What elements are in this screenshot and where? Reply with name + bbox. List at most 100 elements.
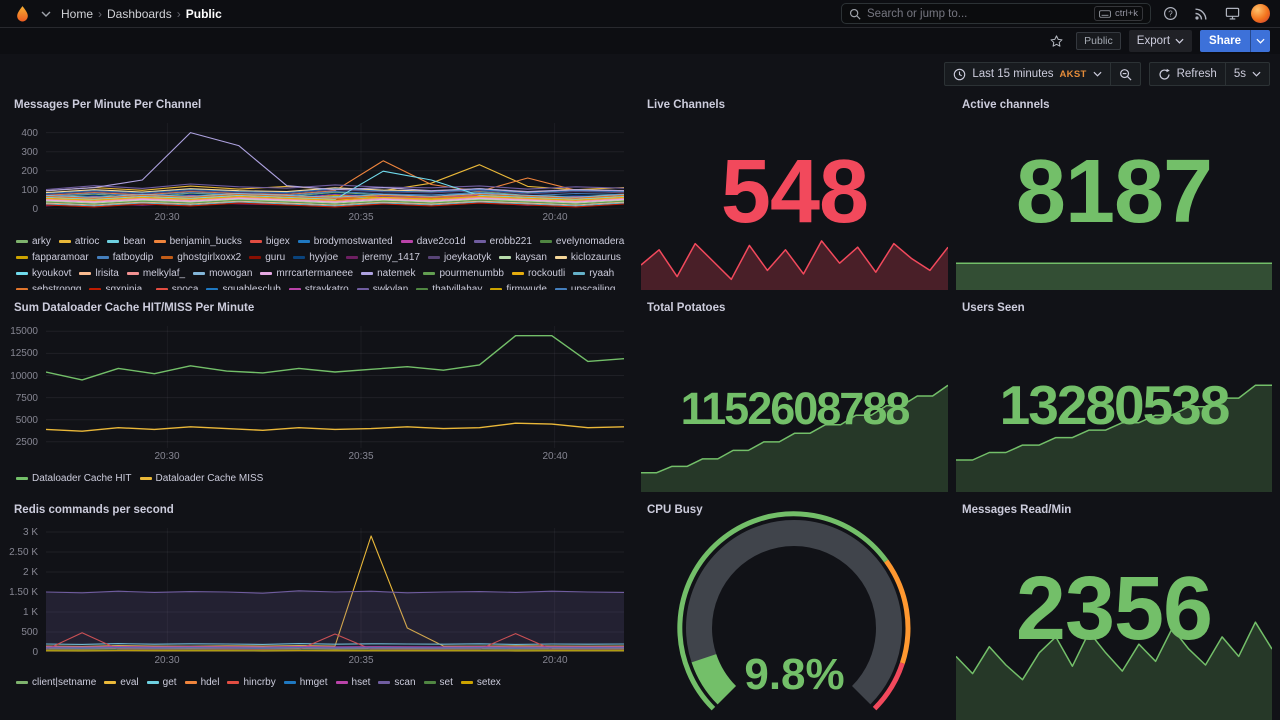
- panel-title[interactable]: Active channels: [962, 99, 1050, 111]
- panel-title[interactable]: CPU Busy: [647, 504, 703, 516]
- legend-item[interactable]: hdel: [184, 677, 219, 688]
- y-axis-tick: 15000: [10, 326, 38, 337]
- time-series-chart: 0 100 200 300 400 20:30 20:35 20:40: [8, 123, 633, 226]
- legend-item[interactable]: firmwude: [490, 284, 547, 290]
- legend-item[interactable]: atrioc: [58, 236, 100, 247]
- legend-item[interactable]: arky: [16, 236, 51, 247]
- legend-item[interactable]: dave2co1d: [400, 236, 466, 247]
- search-box[interactable]: ctrl+k: [841, 3, 1151, 24]
- legend-item[interactable]: fapparamoar: [16, 252, 89, 263]
- x-axis-tick: 20:35: [348, 451, 374, 462]
- legend-item[interactable]: hmget: [283, 677, 328, 688]
- legend-item[interactable]: erobb221: [473, 236, 532, 247]
- legend-item[interactable]: mowogan: [193, 268, 252, 279]
- legend-swatch: [206, 288, 219, 290]
- legend-item[interactable]: straykatro: [288, 284, 349, 290]
- legend-swatch: [139, 477, 152, 480]
- legend-item[interactable]: snoca: [155, 284, 198, 290]
- legend-item[interactable]: swkylan: [356, 284, 408, 290]
- legend-swatch: [184, 681, 197, 684]
- legend-item[interactable]: pourmenumbb: [423, 268, 504, 279]
- legend-item[interactable]: bigex: [249, 236, 290, 247]
- share-button[interactable]: Share: [1200, 30, 1250, 52]
- breadcrumb-separator: ›: [98, 6, 103, 21]
- legend-item[interactable]: guru: [249, 252, 285, 263]
- legend-item[interactable]: natemek: [361, 268, 415, 279]
- cpu-gauge: [677, 511, 911, 711]
- refresh-interval-button[interactable]: 5s: [1225, 62, 1270, 86]
- legend-item[interactable]: set: [423, 677, 453, 688]
- breadcrumb-item[interactable]: Home: [61, 6, 94, 21]
- zoom-out-button[interactable]: [1110, 62, 1141, 86]
- legend-item[interactable]: setex: [460, 677, 501, 688]
- legend-item[interactable]: fatboydip: [96, 252, 153, 263]
- legend-item[interactable]: melkylaf_: [126, 268, 186, 279]
- plot-area[interactable]: [46, 326, 624, 448]
- panel-title[interactable]: Total Potatoes: [647, 302, 726, 314]
- share-menu-button[interactable]: [1250, 30, 1270, 52]
- plot-area[interactable]: [46, 528, 624, 652]
- legend-item[interactable]: Dataloader Cache MISS: [139, 473, 264, 484]
- legend-item[interactable]: sebstrongg: [16, 284, 81, 290]
- display-button[interactable]: [1220, 2, 1244, 26]
- panel-title[interactable]: Messages Read/Min: [962, 504, 1072, 516]
- plot-area[interactable]: [46, 123, 624, 209]
- legend-item[interactable]: mrrcartermaneee: [260, 268, 353, 279]
- legend-item[interactable]: client|setname: [16, 677, 96, 688]
- legend-item[interactable]: evelynomadera: [539, 236, 624, 247]
- panel-title[interactable]: Users Seen: [962, 302, 1025, 314]
- panel-title[interactable]: Messages Per Minute Per Channel: [14, 99, 202, 111]
- legend-item[interactable]: ghostgirlxoxx2: [161, 252, 241, 263]
- legend-item[interactable]: ryaah: [573, 268, 614, 279]
- time-range-button[interactable]: Last 15 minutes AKST: [944, 62, 1111, 86]
- legend-swatch: [16, 477, 28, 480]
- legend-item[interactable]: kaysan: [499, 252, 547, 263]
- legend-item[interactable]: kiclozaurus: [554, 252, 621, 263]
- legend-item[interactable]: jeremy_1417: [346, 252, 420, 263]
- legend-item[interactable]: thatvillahay: [416, 284, 482, 290]
- legend-item[interactable]: lrisita: [79, 268, 119, 279]
- legend-swatch: [423, 272, 436, 275]
- breadcrumb-item[interactable]: Public: [185, 6, 222, 21]
- export-button[interactable]: Export: [1128, 30, 1193, 52]
- legend-label: guru: [265, 252, 286, 263]
- favorite-button[interactable]: [1044, 29, 1068, 53]
- panel-title[interactable]: Live Channels: [647, 99, 725, 111]
- y-axis-tick: 100: [21, 185, 38, 196]
- legend-label: Dataloader Cache MISS: [155, 473, 264, 484]
- legend-item[interactable]: get: [146, 677, 177, 688]
- breadcrumb-item[interactable]: Dashboards: [107, 6, 172, 21]
- legend-item[interactable]: benjamin_bucks: [153, 236, 242, 247]
- news-button[interactable]: [1189, 2, 1213, 26]
- grafana-logo[interactable]: [10, 2, 34, 26]
- legend-item[interactable]: eval: [104, 677, 139, 688]
- legend-label: hyyjoe: [309, 252, 339, 263]
- legend-item[interactable]: kyoukovt: [16, 268, 71, 279]
- legend-item[interactable]: hyyjoe: [293, 252, 338, 263]
- legend-item[interactable]: scan: [378, 677, 416, 688]
- legend-item[interactable]: joeykaotyk: [427, 252, 491, 263]
- share-split-button[interactable]: Share: [1200, 30, 1270, 52]
- legend-label: sgxninja_: [105, 284, 148, 290]
- chevron-down-icon[interactable]: [41, 11, 51, 17]
- legend-label: erobb221: [489, 236, 532, 247]
- legend-item[interactable]: squablesclub: [206, 284, 281, 290]
- legend-swatch: [288, 288, 301, 290]
- legend-item[interactable]: hincrby: [227, 677, 276, 688]
- search-input[interactable]: [867, 7, 1089, 20]
- legend-item[interactable]: sgxninja_: [89, 284, 148, 290]
- legend-label: atrioc: [74, 236, 100, 247]
- refresh-button[interactable]: Refresh: [1148, 62, 1226, 86]
- legend-item[interactable]: bean: [107, 236, 146, 247]
- legend-item[interactable]: brodymostwanted: [297, 236, 393, 247]
- panel-title[interactable]: Redis commands per second: [14, 504, 174, 516]
- legend-item[interactable]: hset: [335, 677, 370, 688]
- panel-title[interactable]: Sum Dataloader Cache HIT/MISS Per Minute: [14, 302, 255, 314]
- legend-item[interactable]: Dataloader Cache HIT: [16, 473, 132, 484]
- legend-item[interactable]: rockoutli: [511, 268, 565, 279]
- user-avatar[interactable]: [1251, 4, 1270, 23]
- legend-label: melkylaf_: [142, 268, 186, 279]
- help-button[interactable]: ?: [1158, 2, 1182, 26]
- legend-item[interactable]: upscailing: [554, 284, 615, 290]
- y-axis-tick: 3 K: [22, 527, 38, 538]
